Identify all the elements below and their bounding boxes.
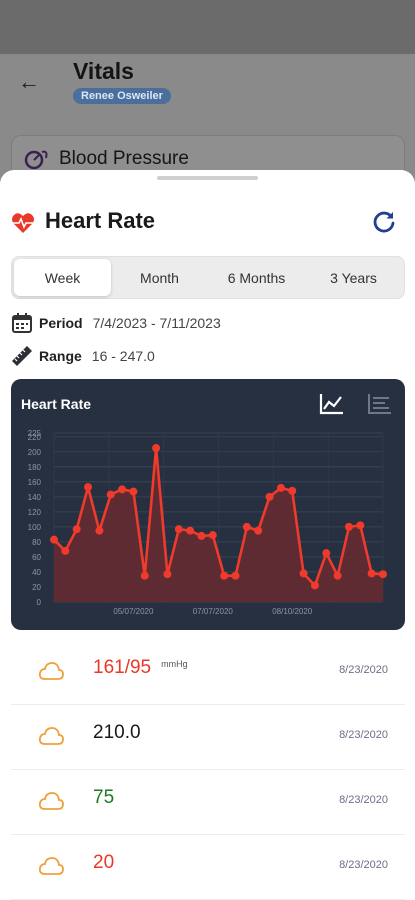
data-point[interactable]	[118, 485, 127, 494]
heart-rate-chart: Heart Rate 0 20 40 60 80 100 120 140 160 180 200 22…	[11, 379, 405, 630]
y-tick-label: 200	[28, 448, 42, 457]
ruler-icon	[12, 346, 32, 366]
cloud-icon	[38, 857, 64, 875]
status-bar	[0, 0, 415, 54]
range-value: 16 - 247.0	[91, 348, 155, 364]
list-item[interactable]: 75 8/23/2020	[11, 770, 405, 835]
data-point[interactable]	[140, 571, 149, 580]
sheet-header: Heart Rate	[11, 206, 404, 238]
data-point[interactable]	[197, 531, 206, 540]
x-tick-label: 08/10/2020	[272, 607, 313, 616]
y-tick-label: 100	[28, 523, 42, 532]
reading-value: 20	[93, 852, 115, 873]
chart-title: Heart Rate	[21, 396, 92, 412]
data-point[interactable]	[106, 490, 115, 499]
reading-date: 8/23/2020	[339, 664, 388, 676]
x-tick-label: 05/07/2020	[113, 607, 154, 616]
heart-pulse-icon	[12, 213, 34, 233]
data-point[interactable]	[299, 569, 308, 578]
data-point[interactable]	[265, 492, 274, 501]
data-point[interactable]	[231, 571, 240, 580]
back-arrow-icon[interactable]: ←	[18, 69, 40, 94]
reading-unit: mmHg	[161, 659, 188, 669]
y-tick-label: 180	[28, 463, 42, 472]
y-tick-label: 220	[28, 433, 42, 442]
data-point[interactable]	[276, 483, 285, 492]
data-point[interactable]	[254, 526, 263, 535]
refresh-icon[interactable]	[370, 208, 398, 236]
blood-pressure-icon	[24, 150, 48, 170]
y-tick-label: 120	[28, 508, 42, 517]
sheet-title: Heart Rate	[45, 208, 156, 233]
series-area	[54, 448, 383, 602]
y-tick-label: 60	[32, 553, 41, 562]
x-tick-label: 07/07/2020	[193, 607, 234, 616]
data-point[interactable]	[152, 444, 161, 453]
data-point[interactable]	[333, 571, 342, 580]
calendar-icon	[12, 313, 32, 333]
tab-month[interactable]: Month	[140, 269, 179, 286]
heart-rate-sheet: Heart Rate Week Month 6 Months 3 Years P…	[0, 170, 415, 900]
list-item[interactable]: 161/95 mmHg 8/23/2020	[11, 640, 405, 705]
blood-pressure-label: Blood Pressure	[59, 148, 189, 169]
data-point[interactable]	[174, 525, 183, 534]
time-range-tabs: Week Month 6 Months 3 Years	[11, 256, 405, 299]
data-point[interactable]	[84, 483, 93, 492]
data-point[interactable]	[379, 570, 387, 579]
data-point[interactable]	[356, 521, 365, 530]
data-point[interactable]	[163, 570, 172, 579]
y-tick-label: 80	[32, 538, 41, 547]
period-label: Period	[39, 315, 83, 331]
data-point[interactable]	[129, 487, 138, 496]
data-point[interactable]	[367, 569, 376, 578]
tab-week[interactable]: Week	[14, 259, 111, 296]
patient-badge: Renee Osweiler	[73, 88, 171, 104]
y-tick-label: 225	[28, 429, 42, 438]
y-tick-label: 160	[28, 478, 42, 487]
reading-value: 210.0	[93, 722, 141, 743]
reading-value: 161/95 mmHg	[93, 657, 188, 678]
data-point[interactable]	[72, 525, 81, 534]
readings-list: 161/95 mmHg 8/23/2020 210.0 8/23/2020 75 …	[11, 640, 405, 900]
period-value: 7/4/2023 - 7/11/2023	[92, 315, 221, 331]
page-title: Vitals	[73, 58, 134, 84]
data-point[interactable]	[186, 526, 195, 535]
cloud-icon	[38, 727, 64, 745]
period-row: Period 7/4/2023 - 7/11/2023	[11, 311, 221, 335]
reading-date: 8/23/2020	[339, 729, 388, 741]
y-tick-label: 0	[37, 598, 42, 607]
range-row: Range 16 - 247.0	[11, 344, 155, 368]
data-point[interactable]	[50, 535, 58, 544]
data-point[interactable]	[344, 522, 353, 531]
y-tick-label: 20	[32, 583, 41, 592]
data-point[interactable]	[61, 546, 70, 555]
tab-3-years[interactable]: 3 Years	[330, 269, 377, 286]
series-line	[53, 446, 384, 587]
data-point[interactable]	[220, 571, 229, 580]
data-point[interactable]	[95, 526, 104, 535]
y-tick-label: 40	[32, 568, 41, 577]
reading-date: 8/23/2020	[339, 794, 388, 806]
data-point[interactable]	[242, 522, 251, 531]
cloud-icon	[38, 792, 64, 810]
y-tick-label: 140	[28, 493, 42, 502]
list-item[interactable]: 210.0 8/23/2020	[11, 705, 405, 770]
data-point[interactable]	[322, 549, 331, 558]
data-point[interactable]	[208, 531, 217, 540]
cloud-icon	[38, 662, 64, 680]
tab-6-months[interactable]: 6 Months	[227, 269, 286, 286]
list-view-icon[interactable]	[365, 391, 393, 417]
line-chart-icon[interactable]	[318, 391, 346, 417]
reading-value: 75	[93, 787, 115, 808]
range-label: Range	[39, 348, 82, 364]
reading-date: 8/23/2020	[339, 859, 388, 871]
data-point[interactable]	[310, 581, 319, 590]
sheet-drag-handle[interactable]	[157, 176, 258, 180]
list-item[interactable]: 20 8/23/2020	[11, 835, 405, 900]
data-point[interactable]	[288, 486, 297, 495]
